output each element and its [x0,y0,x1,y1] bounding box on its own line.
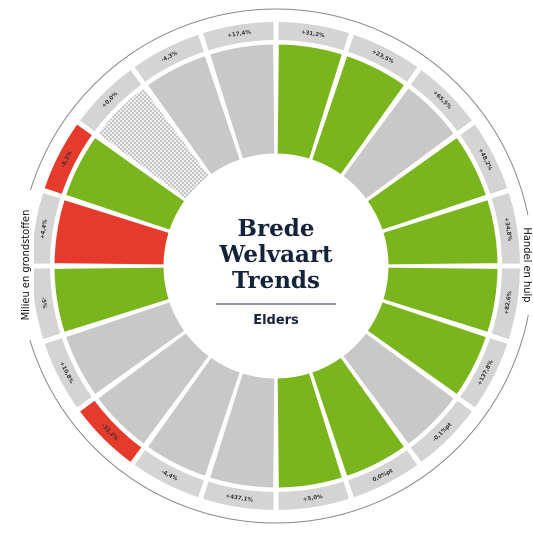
segment-label: +4,4% [40,219,49,240]
segment-bar [311,54,406,176]
segment-bar [382,266,499,334]
segment-tag [80,70,142,132]
side-label: Handel en hulp [521,227,533,302]
segment-tag [491,193,520,264]
segment-tag [134,450,204,498]
segment-bar [366,301,488,396]
segment-tag [134,34,204,82]
segment-tag [203,481,274,510]
title-line: Trends [232,267,320,294]
segment-label: -5% [40,297,48,310]
segment-tag [32,268,61,339]
segment-tag [410,70,472,132]
segment-bar [366,136,488,231]
segment-bar [146,54,241,176]
segment-tag [348,34,418,82]
segment-label: +34,8% [503,217,513,242]
segment-label: +82,6% [504,290,514,315]
label-gap [520,215,533,315]
segment-bar [276,372,344,489]
segment-label: +17,4% [227,29,252,39]
segment-label: +437,1% [225,493,254,503]
segment-bar [276,43,344,160]
segment-bar [342,87,455,200]
segment-bar [208,372,276,489]
segment-bar [64,301,186,396]
wheel: +31,2%+23,5%+65,5%+48,2%+34,8%+82,6%+137… [18,8,533,524]
label-gap [18,190,34,340]
segment-tag [491,268,520,339]
side-label: Milieu en grondstoffen [19,210,32,321]
segment-label: +5,0% [303,494,324,503]
segment-bar [97,332,210,445]
subtitle: Elders [253,313,299,328]
segment-bar [311,356,406,478]
segment-tag [278,22,349,51]
segment-bar [382,198,499,266]
segment-tag [460,338,508,408]
segment-bar [53,198,170,266]
segment-tag [348,450,418,498]
segment-tag [203,22,274,51]
segment-tag [410,400,472,462]
segment-bar [342,332,455,445]
segment-bar [208,43,276,160]
segment-tag [44,338,92,408]
segment-tag [32,193,61,264]
segment-bar [146,356,241,478]
title-line: Welvaart [218,241,333,268]
segment-bar [53,266,170,334]
segment-tag [278,481,349,510]
title-line: Brede [238,215,315,242]
segment-label: +31,2% [301,30,326,40]
segment-bar [64,136,186,231]
segment-bar [97,87,210,200]
segment-tag [460,124,508,194]
segment-tag [44,124,92,194]
segment-tag [80,400,142,462]
